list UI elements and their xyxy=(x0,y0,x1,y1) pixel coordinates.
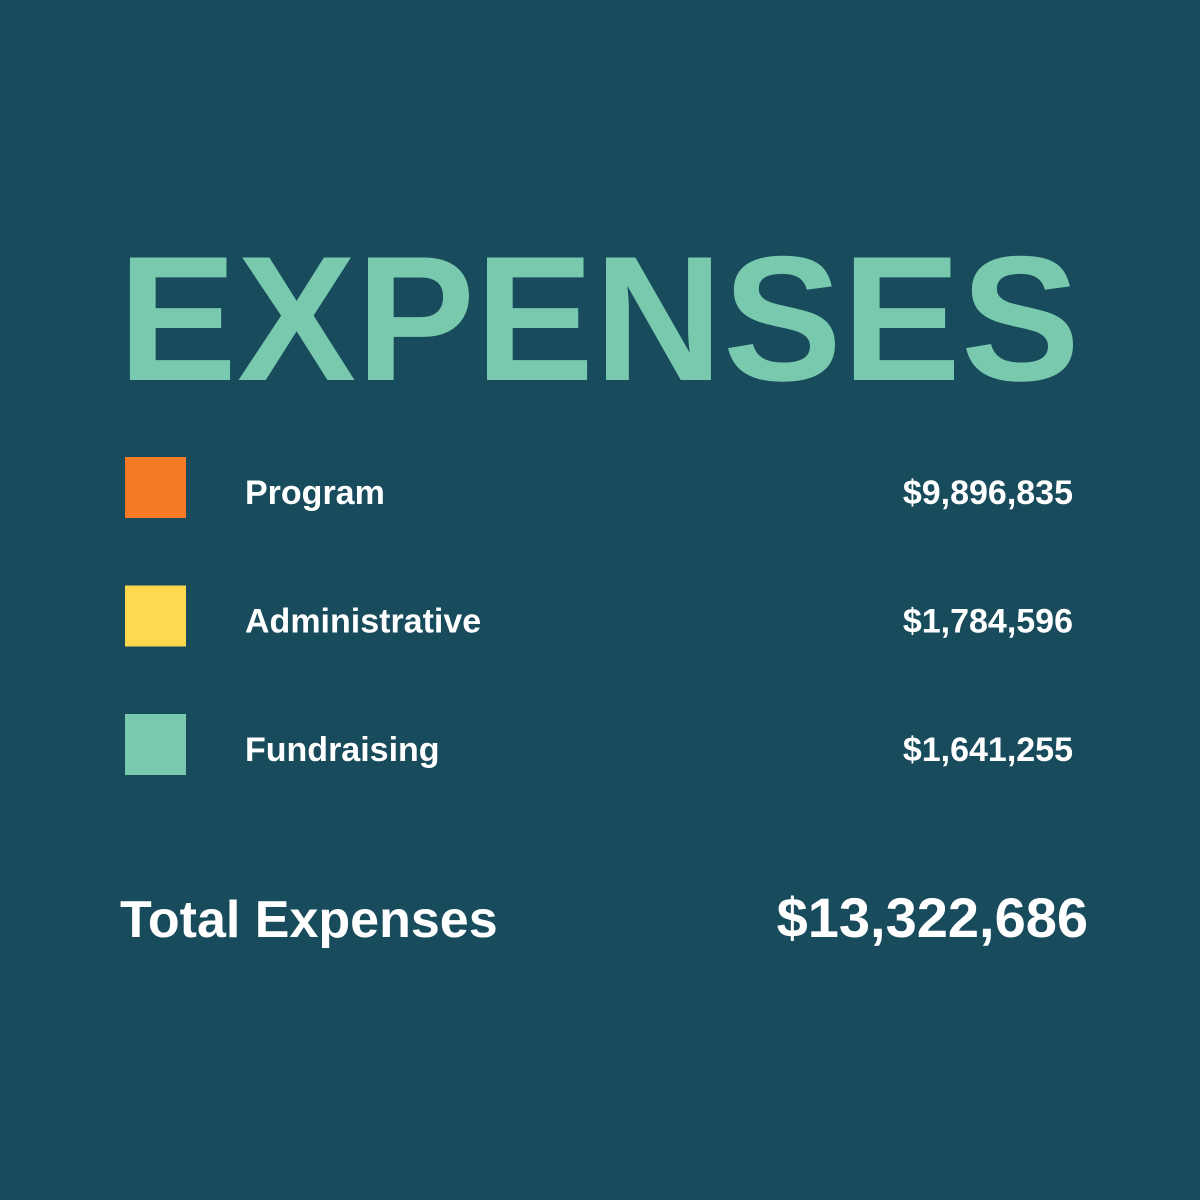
item-amount: $9,896,835 xyxy=(903,474,1073,512)
item-label: Program xyxy=(245,474,385,512)
title: EXPENSES xyxy=(118,219,1080,418)
item-amount: $1,784,596 xyxy=(903,603,1073,641)
item-amount: $1,641,255 xyxy=(903,731,1073,769)
item-label: Fundraising xyxy=(245,731,440,769)
legend-swatch xyxy=(125,714,186,775)
total-label: Total Expenses xyxy=(120,891,498,949)
legend-swatch xyxy=(125,585,186,647)
total-amount: $13,322,686 xyxy=(777,886,1088,949)
legend-swatch xyxy=(125,457,186,518)
item-label: Administrative xyxy=(245,603,481,641)
